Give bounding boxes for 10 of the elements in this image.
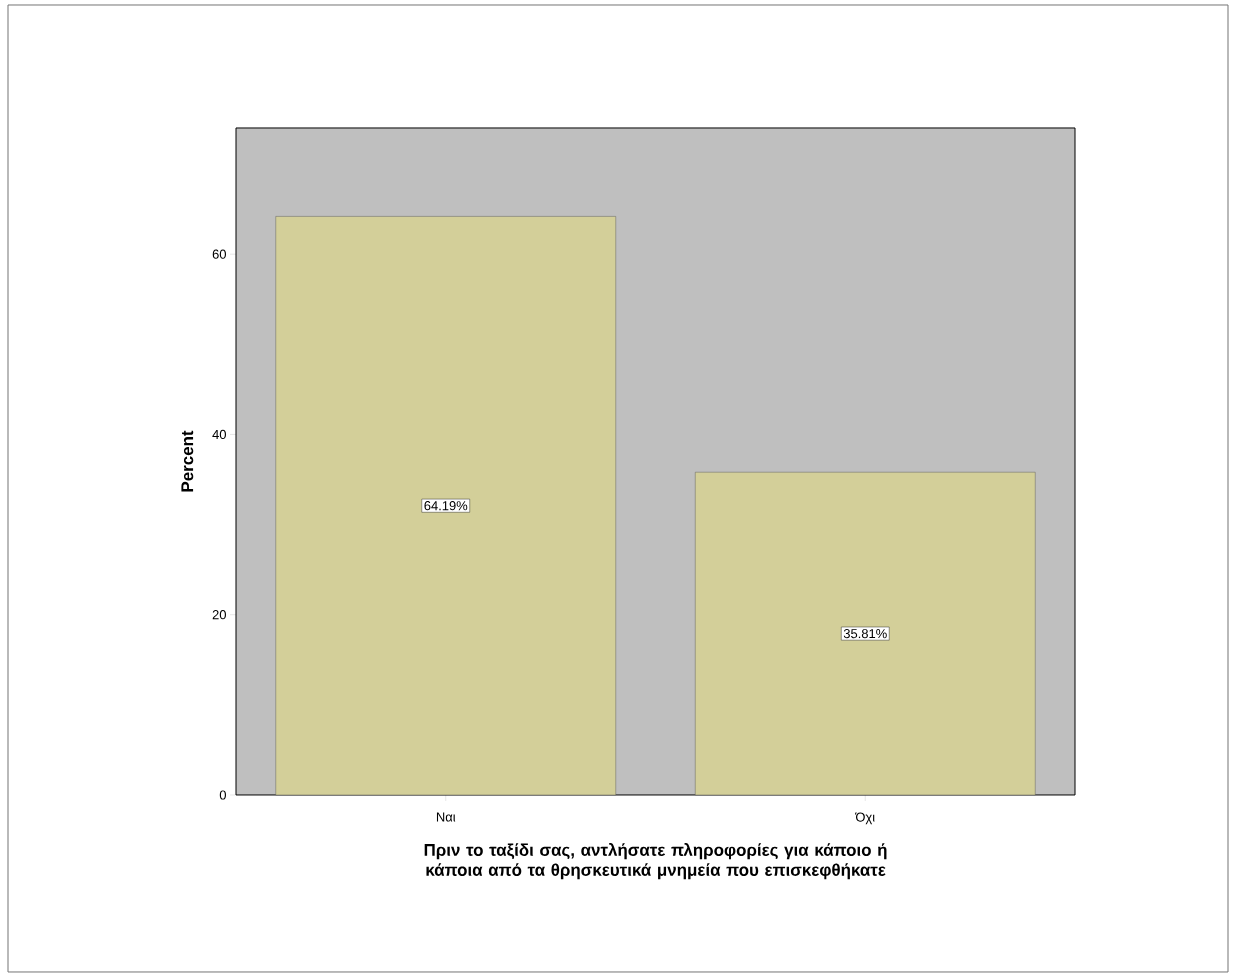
data-label: 64.19% (424, 501, 468, 511)
y-tick-label: 60 (212, 249, 226, 259)
x-tick-label: Ναι (436, 812, 456, 822)
y-tick-label: 20 (212, 610, 226, 620)
y-axis-title: Percent (181, 430, 194, 492)
y-tick-label: 40 (212, 429, 226, 440)
y-tick-label: 0 (219, 790, 226, 800)
x-tick-label: Όχι (854, 812, 875, 825)
data-label: 35.81% (843, 629, 887, 639)
x-axis-title: Πριν το ταξίδι σας, αντλήσατε πληροφορίες για κάποιο ή κάποια από τα θρησκευτικά μνημεία που επισκεφθήκατε (424, 843, 887, 880)
